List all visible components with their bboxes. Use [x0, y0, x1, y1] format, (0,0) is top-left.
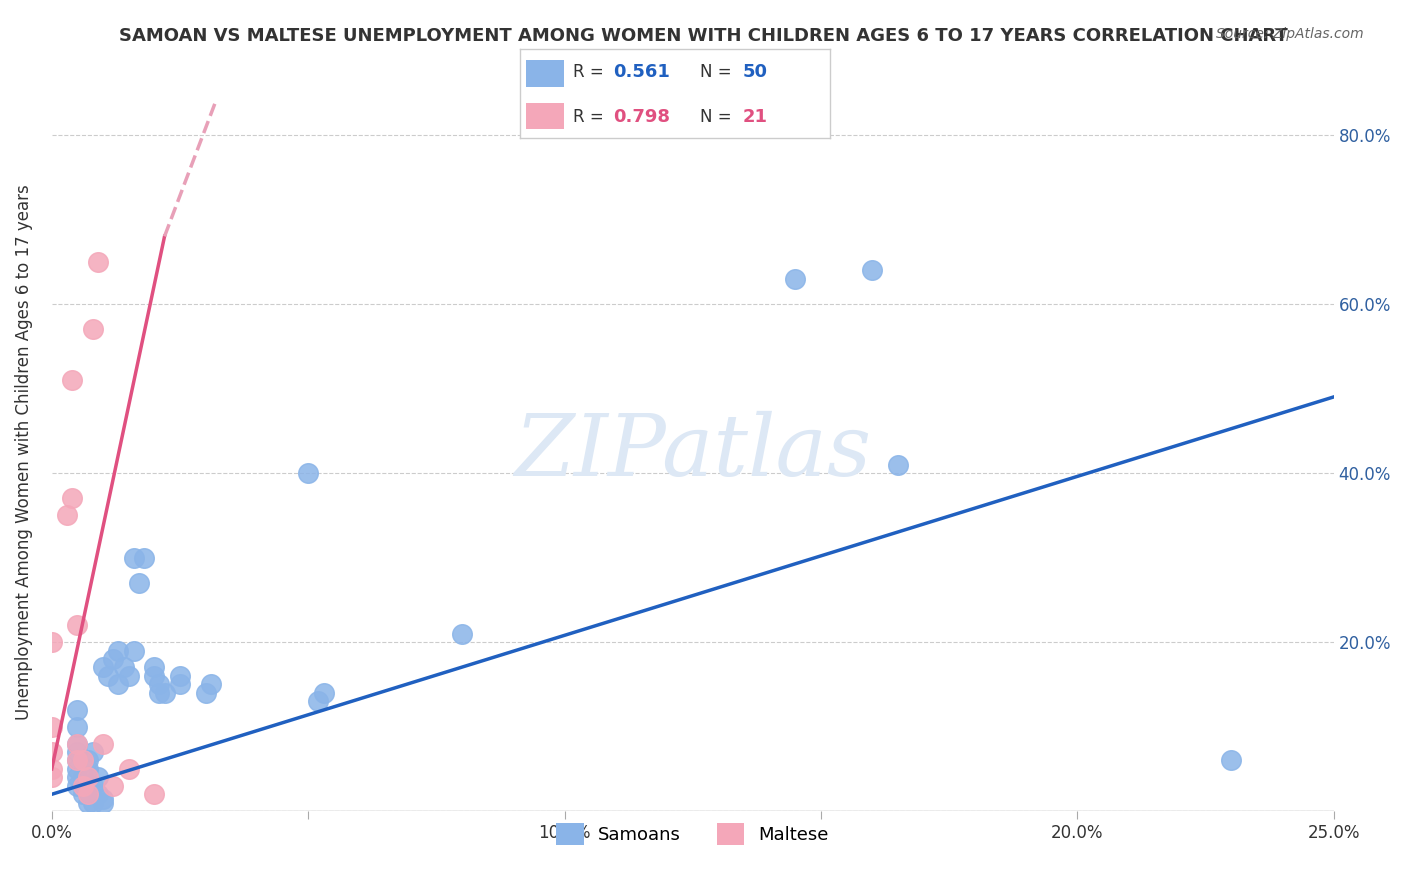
- Samoans: [148, 677, 170, 691]
- Maltese: [91, 737, 114, 751]
- Maltese: [56, 508, 79, 523]
- Samoans: [148, 686, 170, 700]
- Samoans: [107, 677, 129, 691]
- Samoans: [153, 686, 176, 700]
- Samoans: [66, 737, 89, 751]
- Maltese: [87, 254, 110, 268]
- Maltese: [72, 754, 94, 768]
- Samoans: [66, 720, 89, 734]
- Samoans: [66, 779, 89, 793]
- Maltese: [72, 779, 94, 793]
- Samoans: [143, 669, 166, 683]
- Maltese: [82, 322, 104, 336]
- Maltese: [60, 373, 83, 387]
- Samoans: [451, 626, 474, 640]
- Samoans: [887, 458, 910, 472]
- Text: 21: 21: [742, 108, 768, 126]
- Y-axis label: Unemployment Among Women with Children Ages 6 to 17 years: Unemployment Among Women with Children A…: [15, 184, 32, 720]
- Samoans: [91, 796, 114, 810]
- Text: R =: R =: [572, 63, 609, 81]
- Samoans: [76, 754, 98, 768]
- Samoans: [143, 660, 166, 674]
- Samoans: [91, 791, 114, 805]
- Maltese: [41, 745, 63, 759]
- Maltese: [66, 754, 89, 768]
- Maltese: [60, 491, 83, 506]
- Samoans: [82, 779, 104, 793]
- Maltese: [41, 720, 63, 734]
- Bar: [526, 103, 564, 129]
- Samoans: [200, 677, 222, 691]
- Samoans: [1220, 754, 1243, 768]
- Samoans: [76, 787, 98, 801]
- Maltese: [118, 762, 141, 776]
- Maltese: [76, 770, 98, 784]
- Text: 0.561: 0.561: [613, 63, 669, 81]
- Samoans: [76, 762, 98, 776]
- Text: 50: 50: [742, 63, 768, 81]
- Samoans: [194, 686, 217, 700]
- Samoans: [860, 263, 883, 277]
- Samoans: [82, 796, 104, 810]
- Samoans: [112, 660, 135, 674]
- Samoans: [66, 745, 89, 759]
- Samoans: [66, 703, 89, 717]
- Samoans: [66, 754, 89, 768]
- Samoans: [66, 762, 89, 776]
- Samoans: [82, 745, 104, 759]
- Samoans: [132, 550, 155, 565]
- Maltese: [103, 779, 125, 793]
- Samoans: [122, 643, 145, 657]
- Samoans: [307, 694, 329, 708]
- Samoans: [312, 686, 335, 700]
- Text: ZIPatlas: ZIPatlas: [515, 410, 872, 493]
- Samoans: [87, 770, 110, 784]
- Text: SAMOAN VS MALTESE UNEMPLOYMENT AMONG WOMEN WITH CHILDREN AGES 6 TO 17 YEARS CORR: SAMOAN VS MALTESE UNEMPLOYMENT AMONG WOM…: [118, 27, 1288, 45]
- Samoans: [72, 770, 94, 784]
- Samoans: [87, 787, 110, 801]
- Samoans: [169, 669, 191, 683]
- Samoans: [66, 770, 89, 784]
- Maltese: [41, 770, 63, 784]
- Samoans: [91, 660, 114, 674]
- Text: 0.798: 0.798: [613, 108, 671, 126]
- Maltese: [76, 787, 98, 801]
- Samoans: [76, 796, 98, 810]
- Samoans: [72, 779, 94, 793]
- Maltese: [41, 762, 63, 776]
- Legend: Samoans, Maltese: Samoans, Maltese: [550, 816, 837, 853]
- Maltese: [41, 635, 63, 649]
- Samoans: [107, 643, 129, 657]
- Samoans: [128, 576, 150, 591]
- Samoans: [297, 466, 319, 480]
- Samoans: [97, 669, 120, 683]
- Maltese: [66, 737, 89, 751]
- Samoans: [103, 652, 125, 666]
- Samoans: [118, 669, 141, 683]
- Samoans: [122, 550, 145, 565]
- Maltese: [66, 618, 89, 632]
- Text: N =: N =: [700, 108, 737, 126]
- Samoans: [169, 677, 191, 691]
- Samoans: [785, 271, 807, 285]
- Maltese: [143, 787, 166, 801]
- Text: R =: R =: [572, 108, 609, 126]
- Samoans: [72, 787, 94, 801]
- Text: Source: ZipAtlas.com: Source: ZipAtlas.com: [1216, 27, 1364, 41]
- Text: N =: N =: [700, 63, 737, 81]
- Bar: [526, 60, 564, 87]
